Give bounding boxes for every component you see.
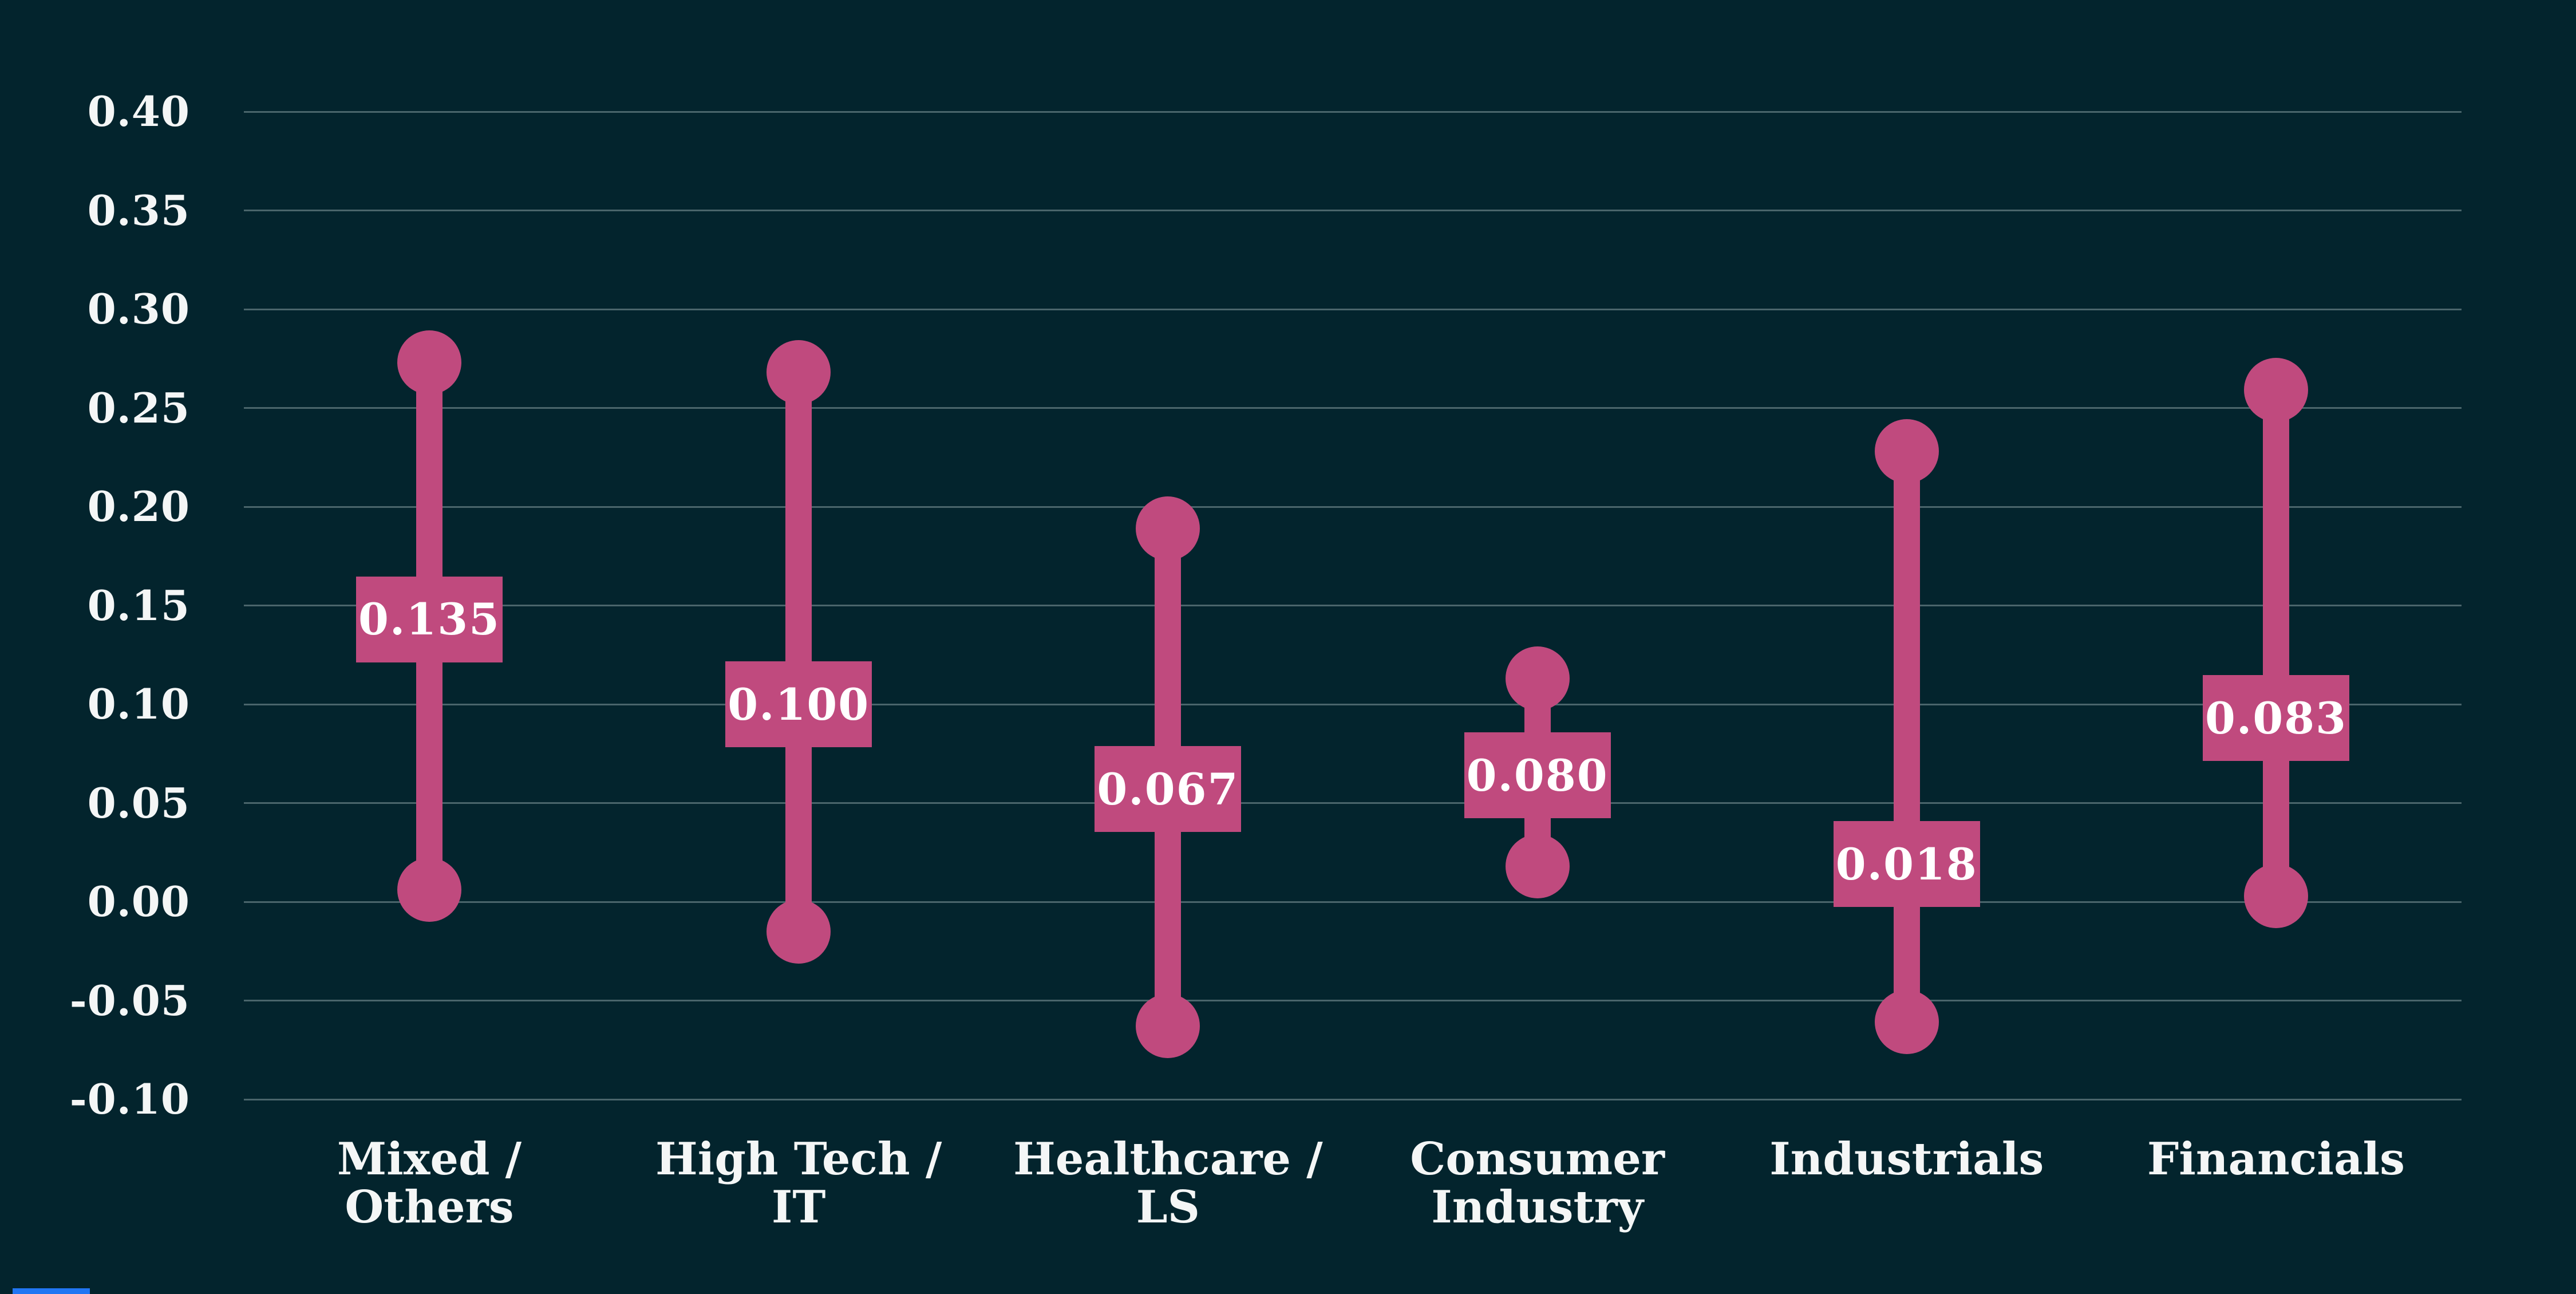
low-dot [397, 858, 461, 922]
y-axis-tick-label: 0.20 [87, 482, 190, 531]
gridline [244, 703, 2462, 705]
median-value-box: 0.067 [1095, 746, 1242, 833]
high-dot [397, 330, 461, 395]
category-label-line: Financials [2147, 1133, 2405, 1185]
gridline [244, 111, 2462, 113]
low-dot [1874, 990, 1939, 1055]
y-axis-tick-label: 0.40 [87, 87, 190, 136]
category-label: Industrials [1706, 1135, 2107, 1183]
high-dot [1505, 646, 1570, 711]
category-label-line: LS [1136, 1181, 1200, 1233]
category-label-line: Mixed / [337, 1133, 522, 1185]
y-axis-tick-label: 0.15 [87, 581, 190, 630]
category-label-line: Industrials [1769, 1133, 2044, 1185]
median-value-label: 0.080 [1466, 749, 1609, 801]
y-axis-tick-label: 0.30 [87, 285, 190, 333]
category-label: Financials [2076, 1135, 2476, 1183]
median-value-box: 0.083 [2203, 675, 2349, 762]
median-value-box: 0.100 [725, 661, 872, 747]
high-dot [1874, 419, 1939, 484]
median-value-box: 0.135 [356, 576, 503, 662]
category-label-line: High Tech / [655, 1133, 942, 1185]
median-value-label: 0.018 [1835, 838, 1978, 890]
gridline [244, 407, 2462, 409]
high-dot [767, 340, 831, 405]
category-label-line: Healthcare / [1013, 1133, 1323, 1185]
gridline [244, 901, 2462, 903]
y-axis-tick-label: 0.00 [87, 877, 190, 926]
low-dot [1505, 834, 1570, 898]
y-axis-tick-label: 0.25 [87, 383, 190, 432]
gridline [244, 1000, 2462, 1001]
y-axis-tick-label: 0.10 [87, 680, 190, 728]
y-axis-tick-label: 0.05 [87, 778, 190, 827]
category-label-line: Industry [1431, 1181, 1643, 1233]
median-value-box: 0.080 [1464, 732, 1611, 819]
median-value-label: 0.083 [2205, 692, 2347, 744]
median-value-label: 0.067 [1097, 763, 1239, 815]
category-label-line: Consumer [1410, 1133, 1665, 1185]
gridline [244, 1098, 2462, 1100]
category-label: High Tech / IT [598, 1135, 999, 1232]
range-stem [1893, 451, 1920, 1023]
y-axis-tick-label: 0.35 [87, 186, 190, 235]
low-dot [2244, 863, 2308, 928]
category-label: Mixed / Others [229, 1135, 630, 1232]
category-label-line: IT [771, 1181, 826, 1233]
y-axis-tick-label: -0.05 [69, 976, 190, 1025]
category-label-line: Others [345, 1181, 514, 1233]
median-value-label: 0.100 [728, 678, 870, 730]
gridline [244, 802, 2462, 804]
range-stem [2263, 390, 2289, 896]
y-axis-tick-label: -0.10 [69, 1075, 190, 1123]
high-dot [2244, 358, 2308, 423]
category-label: Healthcare / LS [967, 1135, 1368, 1232]
category-label: Consumer Industry [1337, 1135, 1738, 1232]
gridline [244, 308, 2462, 310]
low-dot [1136, 994, 1200, 1059]
median-value-box: 0.018 [1833, 821, 1980, 908]
gridline [244, 605, 2462, 606]
median-value-label: 0.135 [358, 594, 500, 645]
high-dot [1136, 496, 1200, 561]
low-dot [767, 899, 831, 964]
gridline [244, 506, 2462, 508]
bottom-left-blue-mark [13, 1288, 90, 1294]
gridline [244, 210, 2462, 211]
range-stem [785, 372, 812, 932]
